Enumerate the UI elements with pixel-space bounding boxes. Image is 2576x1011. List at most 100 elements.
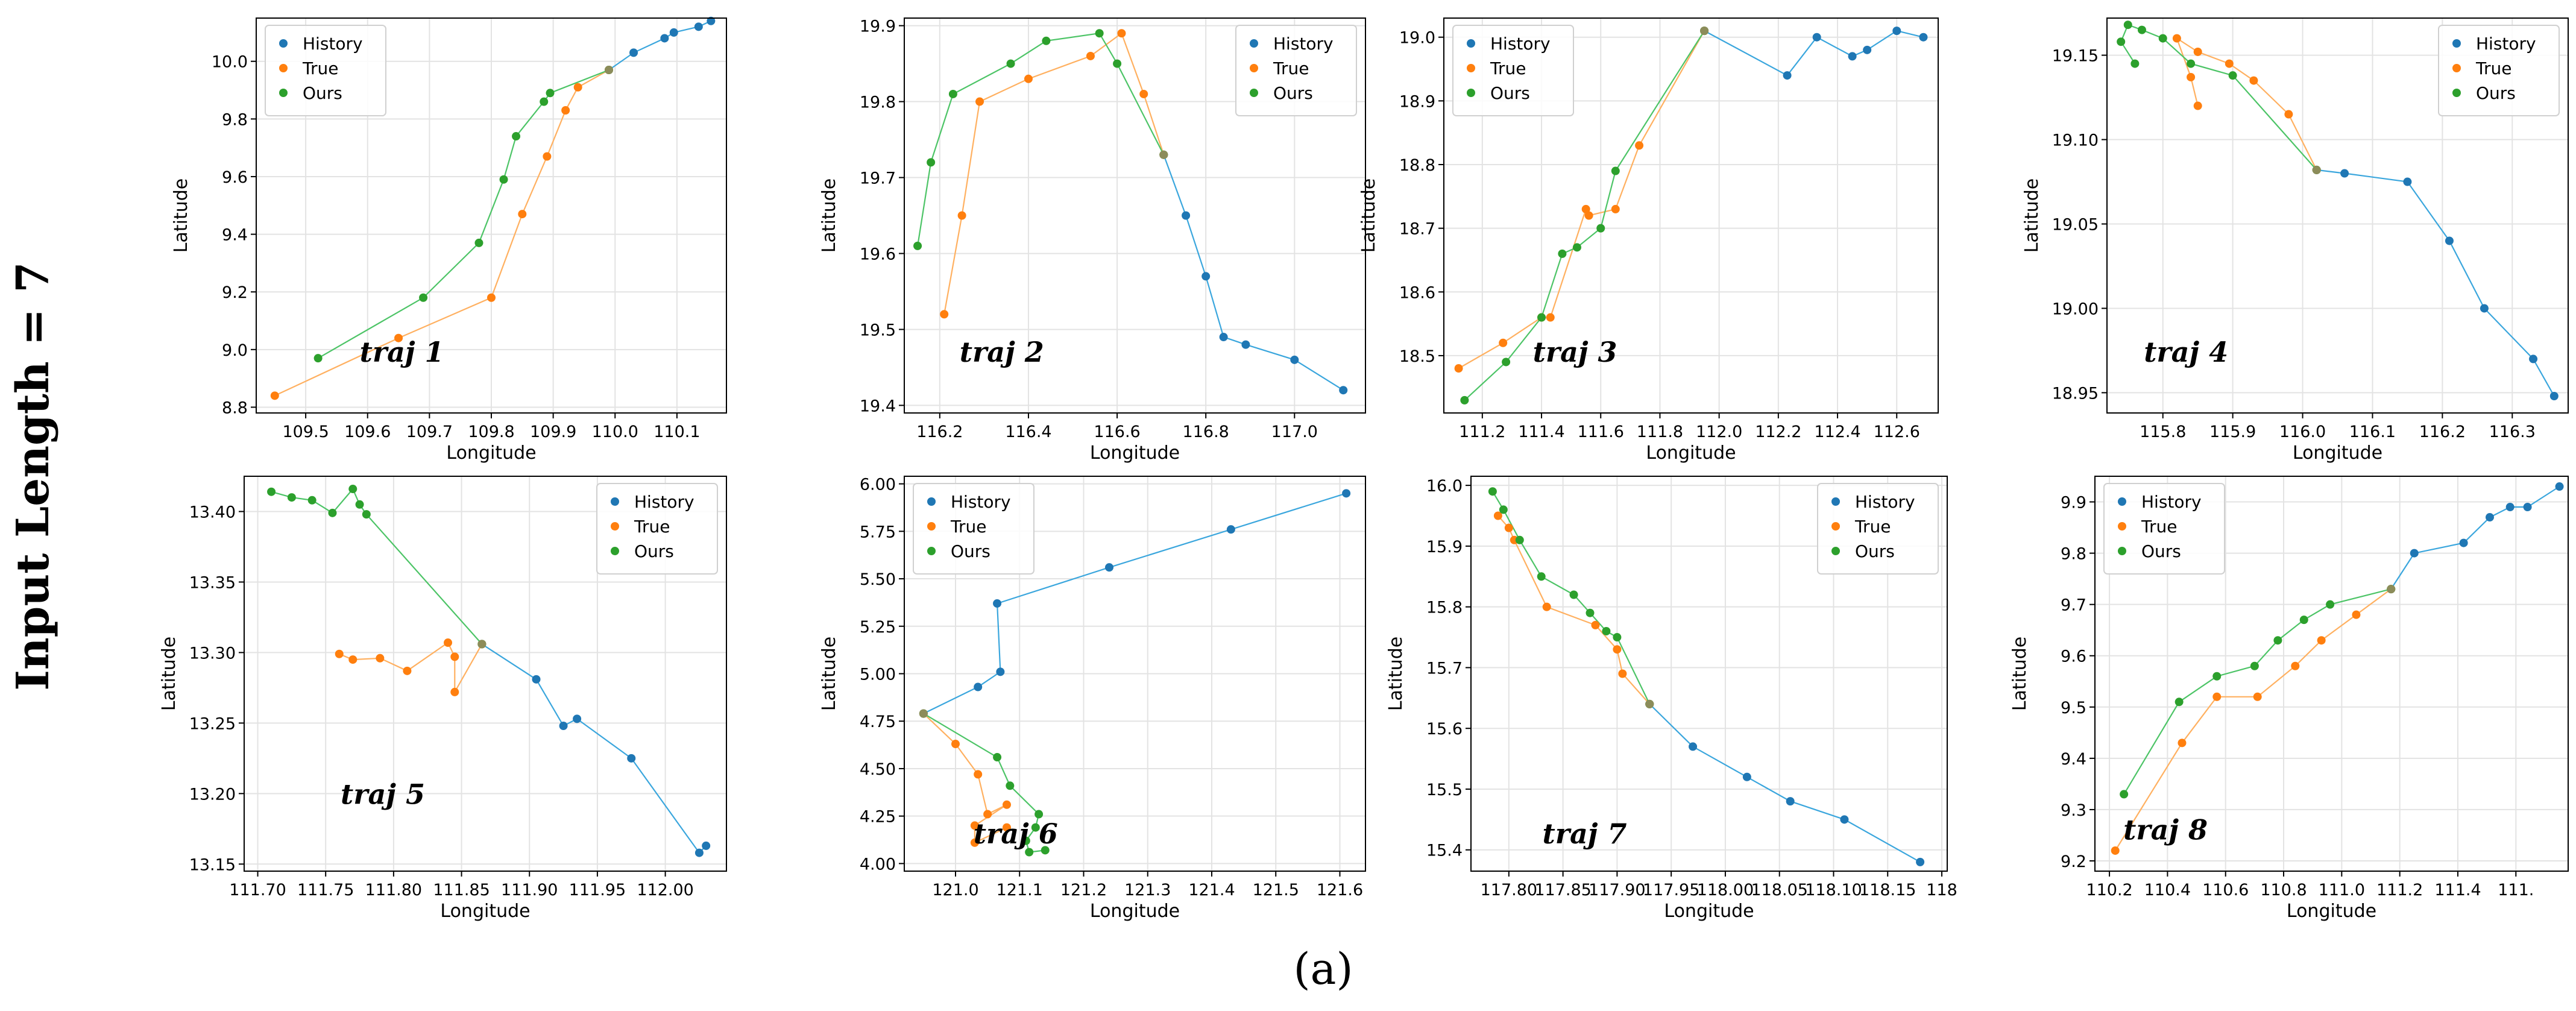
point-history	[1290, 355, 1299, 364]
point-ours	[2174, 698, 2184, 707]
y-tick-label: 4.50	[860, 760, 896, 779]
x-tick-label: 110.0	[592, 423, 638, 441]
point-ours	[1515, 535, 1524, 544]
point-history	[2340, 169, 2349, 178]
y-tick-label: 13.35	[189, 573, 236, 592]
point-true	[2253, 692, 2262, 701]
point-true	[970, 838, 979, 847]
y-tick-label: 9.8	[2061, 545, 2086, 564]
point-history	[1105, 563, 1113, 572]
legend-marker-true	[1831, 522, 1840, 531]
point-ours	[2123, 20, 2132, 30]
point-true	[2178, 739, 2187, 748]
point-ours	[1025, 848, 1034, 857]
series-line-history	[1649, 704, 1921, 863]
x-axis-label: Longitude	[1664, 901, 1754, 922]
point-true	[1024, 74, 1033, 83]
point-ours	[362, 510, 371, 519]
series-line-history	[1163, 154, 1344, 391]
point-ours	[2228, 71, 2237, 80]
legend-box	[1452, 25, 1574, 116]
point-true	[2193, 101, 2202, 110]
traj2-chart: 116.2 116.4 116.6 116.8 117.0 19.4 19.5 19.6 19.…	[819, 17, 1366, 464]
y-tick-label: 13.30	[189, 644, 236, 663]
point-true	[2317, 636, 2326, 645]
point-history	[974, 682, 983, 691]
legend-marker-ours	[1467, 89, 1475, 97]
point-history	[1339, 386, 1348, 395]
point-true	[394, 333, 403, 342]
point-ours	[1031, 823, 1040, 832]
x-tick-label: 111.2	[2376, 881, 2423, 899]
traj-annotation: traj 2	[960, 336, 1044, 368]
y-axis-label: Latitude	[171, 178, 192, 253]
point-history	[2459, 538, 2468, 547]
x-tick-label: 111.90	[501, 881, 558, 899]
point-history	[532, 675, 541, 684]
y-tick-label: 19.05	[2052, 215, 2099, 234]
point-ours	[948, 89, 957, 98]
point-true	[940, 310, 949, 319]
x-tick-label: 111.0	[2319, 881, 2365, 899]
y-axis-label: Latitude	[2021, 178, 2042, 253]
x-tick-label: 111.8	[1637, 423, 1683, 441]
series-line-ours	[2123, 588, 2392, 795]
point-ours	[2326, 600, 2335, 609]
x-tick-label: 117.85	[1534, 881, 1591, 899]
y-tick-label: 9.5	[2061, 699, 2086, 717]
x-tick-label: 110.1	[653, 423, 700, 441]
series-line-ours	[917, 33, 1165, 247]
point-true	[2172, 34, 2181, 43]
y-tick-label: 15.7	[1426, 659, 1463, 678]
y-tick-label: 6.00	[860, 476, 896, 494]
x-tick-label: 112.4	[1814, 423, 1860, 441]
legend-label-history: History	[303, 34, 363, 54]
legend-marker-ours	[2118, 547, 2126, 555]
point-ours	[1021, 836, 1030, 845]
y-tick-label: 18.7	[1399, 220, 1435, 239]
point-history	[993, 599, 1002, 608]
point-ours	[1006, 781, 1015, 790]
junction-point	[1700, 27, 1709, 36]
x-tick-label: 109.5	[282, 423, 329, 441]
point-ours	[474, 238, 483, 247]
traj-annotation: traj 1	[360, 336, 444, 368]
y-tick-label: 5.50	[860, 570, 896, 589]
legend-label-ours: Ours	[2141, 541, 2181, 561]
y-tick-label: 19.15	[2052, 47, 2099, 66]
plot-frame	[1443, 17, 1939, 414]
point-ours	[2212, 672, 2222, 681]
x-tick-label: 111.80	[365, 881, 422, 899]
series-line-history	[2316, 169, 2555, 397]
point-ours	[1095, 29, 1104, 38]
point-ours	[419, 293, 428, 302]
x-tick-label: 112.0	[1696, 423, 1742, 441]
y-axis-label: Latitude	[819, 178, 840, 253]
y-tick-label: 19.0	[1399, 29, 1435, 48]
point-true	[2352, 610, 2361, 619]
legend-marker-ours	[279, 89, 288, 97]
x-tick-label: 118.10	[1805, 881, 1862, 899]
x-tick-label: 118	[1926, 881, 1957, 899]
point-true	[975, 97, 984, 106]
point-ours	[1572, 243, 1581, 252]
x-tick-label: 116.1	[2349, 423, 2396, 441]
x-axis-label: Longitude	[440, 901, 530, 922]
point-ours	[313, 354, 323, 363]
x-tick-label: 110.4	[2144, 881, 2191, 899]
point-history	[1226, 525, 1235, 534]
series-line-true	[274, 69, 609, 397]
y-tick-label: 4.75	[860, 713, 896, 731]
legend-box	[913, 483, 1034, 575]
traj-annotation: traj 6	[974, 817, 1058, 850]
point-true	[2225, 59, 2234, 68]
legend-label-history: History	[1855, 492, 1915, 512]
legend-label-history: History	[951, 492, 1011, 512]
point-history	[1916, 857, 1925, 866]
point-history	[1201, 272, 1211, 281]
legend: History True Ours	[1452, 25, 1574, 116]
point-ours	[287, 493, 296, 502]
x-tick-label: 116.3	[2489, 423, 2536, 441]
x-tick-label: 115.8	[2140, 423, 2186, 441]
x-tick-label: 118.05	[1751, 881, 1807, 899]
